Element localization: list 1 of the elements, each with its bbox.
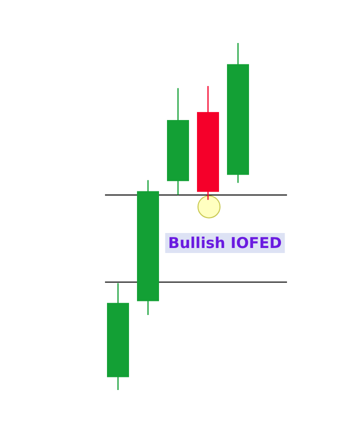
annotation: Bullish IOFED bbox=[168, 234, 282, 252]
